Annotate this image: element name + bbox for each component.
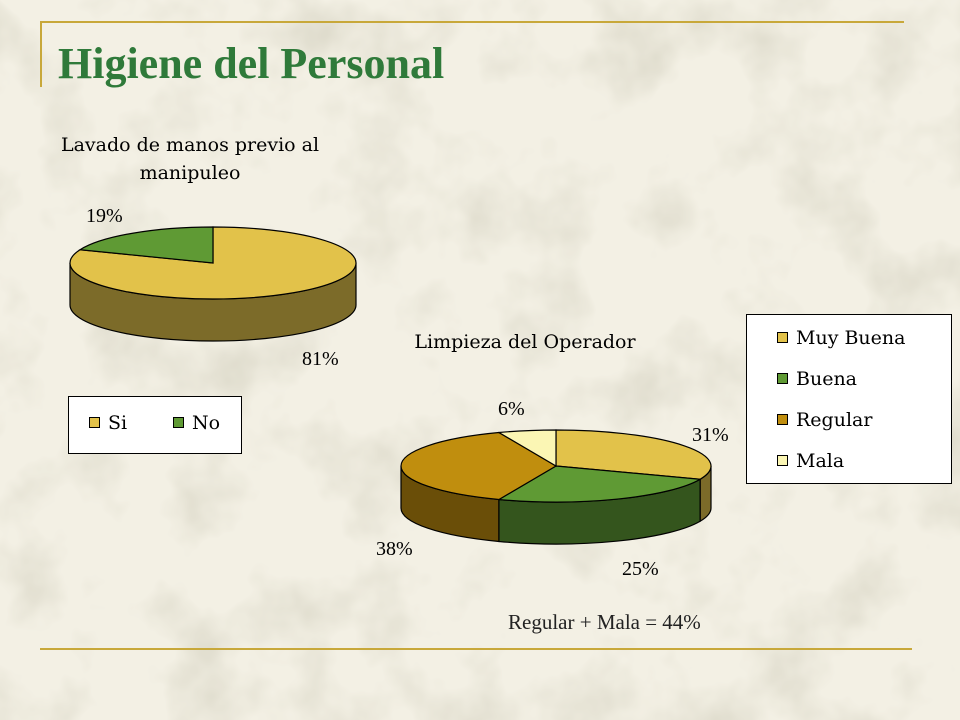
- bottom-accent-line: [40, 648, 912, 650]
- top-accent-line: [40, 21, 904, 23]
- chart1-legend-no-swatch: [173, 416, 184, 428]
- chart1-legend-no: No: [173, 412, 220, 434]
- chart2-legend-mala: Mala: [777, 450, 844, 472]
- chart2-legend-muy-buena: Muy Buena: [777, 327, 905, 349]
- summary-note: Regular + Mala = 44%: [508, 610, 701, 634]
- chart2-legend-mala-swatch: [777, 454, 788, 466]
- chart2-legend-muy-buena-label: Muy Buena: [796, 327, 906, 349]
- chart1-legend: Si No: [68, 396, 242, 454]
- chart1-legend-si-label: Si: [108, 412, 128, 434]
- chart1-legend-si: Si: [89, 412, 127, 434]
- chart2-label-buena: 25%: [622, 558, 659, 580]
- chart1-title-line2: manipuleo: [139, 161, 241, 184]
- chart2-legend-buena: Buena: [777, 368, 857, 390]
- chart2-slice-regular: [400, 431, 558, 501]
- chart2-legend-buena-label: Buena: [796, 368, 858, 390]
- chart2-slice-mala: [497, 429, 557, 468]
- chart1-legend-no-label: No: [192, 412, 221, 434]
- chart2-label-muy-buena: 31%: [692, 424, 729, 446]
- chart1-title-line1: Lavado de manos previo al: [60, 134, 320, 156]
- chart2-title: Limpieza del Operador: [414, 331, 636, 353]
- chart2-slice-muy-buena: [555, 429, 712, 480]
- chart2-legend-regular-swatch: [777, 413, 788, 425]
- chart2-legend: Muy Buena Buena Regular Mala: [746, 314, 952, 484]
- chart2-slice-buena: [497, 465, 703, 503]
- chart1-slice-no: [78, 226, 214, 264]
- chart1-label-no: 19%: [86, 205, 123, 227]
- chart2-legend-mala-label: Mala: [796, 450, 845, 472]
- left-accent-line: [40, 21, 42, 87]
- chart2-legend-buena-swatch: [777, 372, 788, 384]
- chart1-label-si: 81%: [302, 348, 339, 370]
- chart2-label-regular: 38%: [376, 538, 413, 560]
- chart2-legend-muy-buena-swatch: [777, 331, 788, 343]
- chart1-legend-si-swatch: [89, 416, 100, 428]
- chart2-legend-regular-label: Regular: [796, 409, 873, 431]
- page-title: Higiene del Personal: [58, 39, 445, 88]
- chart2-legend-regular: Regular: [777, 409, 872, 431]
- chart1-title: Lavado de manos previo al manipuleo: [30, 132, 350, 187]
- chart2-label-mala: 6%: [498, 398, 525, 420]
